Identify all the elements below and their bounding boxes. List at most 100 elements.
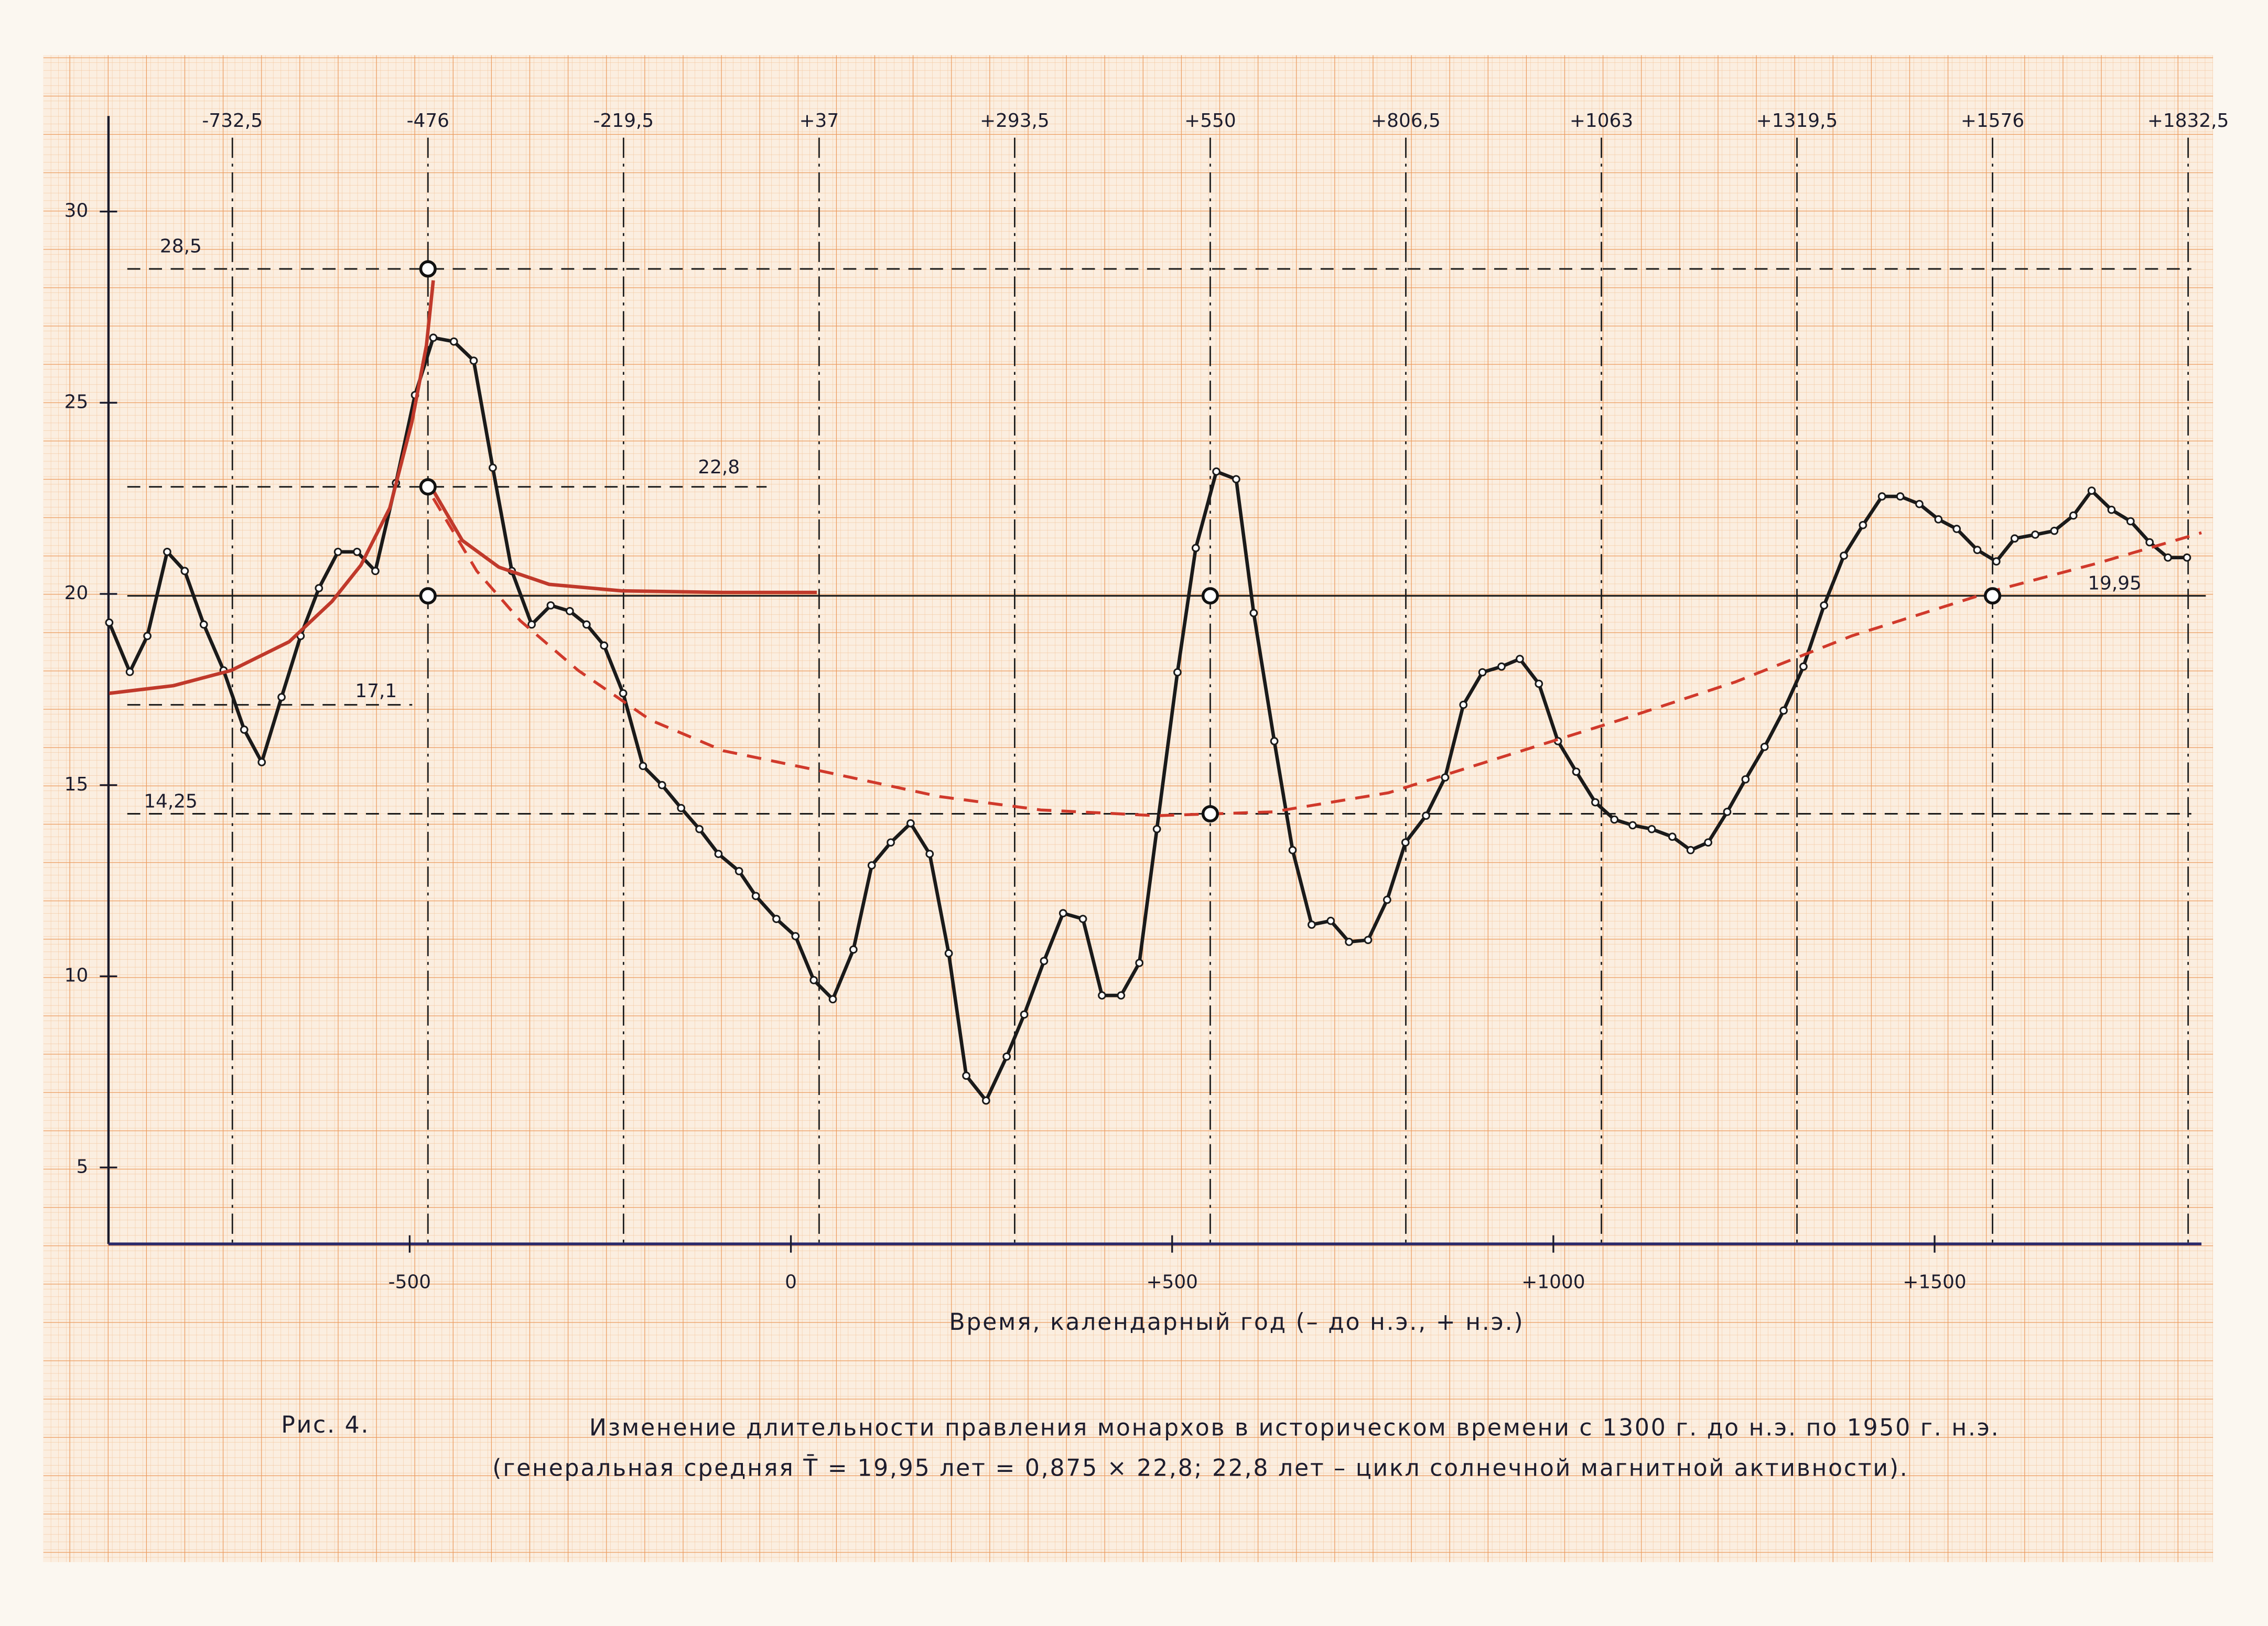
point (1002, 1052, 1011, 1061)
point (1572, 767, 1581, 776)
point (277, 693, 286, 701)
y-tick-label: 15 (64, 774, 89, 795)
point (1040, 957, 1049, 966)
point (1799, 662, 1808, 671)
x-tick-label: +1500 (1903, 1272, 1966, 1293)
point (1877, 492, 1886, 501)
x-tick-label: +500 (1146, 1272, 1198, 1293)
point (1308, 920, 1316, 929)
point (565, 607, 574, 615)
point (1288, 845, 1297, 854)
x2-tick-label: +1832,5 (2147, 110, 2229, 132)
point (1723, 807, 1732, 816)
point (1020, 1010, 1029, 1019)
point (1840, 551, 1848, 560)
point (1078, 915, 1087, 923)
x2-tick-label: -732,5 (202, 110, 263, 132)
reference-label: 28,5 (160, 236, 202, 257)
x2-tick-label: +1319,5 (1756, 110, 1838, 132)
point (143, 632, 152, 641)
point (1249, 609, 1258, 617)
point (582, 620, 591, 629)
x2-tick-label: -219,5 (593, 110, 654, 132)
point (1212, 467, 1221, 476)
point (1760, 742, 1769, 751)
point (527, 620, 536, 629)
point (1098, 991, 1106, 1000)
point (962, 1071, 970, 1080)
point (469, 356, 478, 365)
x-tick-label: 0 (785, 1272, 797, 1293)
point (1173, 668, 1182, 677)
point (2107, 505, 2116, 514)
y-tick-label: 20 (64, 582, 89, 604)
point (1704, 838, 1712, 847)
x2-tick-label: -476 (407, 110, 449, 132)
point (751, 892, 760, 901)
point (791, 932, 800, 940)
point (772, 915, 781, 923)
key-point (419, 587, 437, 605)
x2-tick-label: +806,5 (1371, 110, 1441, 132)
reference-label: 19,95 (2088, 573, 2142, 594)
point (1459, 700, 1468, 709)
point (546, 601, 555, 610)
point (1422, 811, 1430, 820)
plot: 5 10 15 20 25 30 -500 0 +500 +1000 +1500 -732,5 -476… (64, 110, 2229, 1293)
point (1478, 668, 1487, 677)
point (1117, 991, 1126, 1000)
point (2164, 553, 2172, 562)
caption-label: Рис. 4. (281, 1412, 370, 1438)
point (867, 861, 876, 870)
x-tick-label: -500 (388, 1272, 431, 1293)
point (105, 618, 114, 627)
y-tick-label: 25 (64, 391, 89, 413)
point (1973, 546, 1982, 555)
point (1820, 601, 1829, 610)
point (1326, 916, 1335, 925)
point (2145, 538, 2154, 547)
y-tick-label: 10 (64, 965, 89, 987)
point (429, 333, 438, 342)
series-line (431, 490, 817, 594)
point (1779, 706, 1788, 715)
point (600, 641, 609, 650)
graph-paper-major (43, 55, 2213, 1563)
series-line (107, 335, 2187, 1102)
point (849, 945, 858, 954)
point (906, 819, 915, 828)
caption-line: (генеральная средняя T̄ = 19,95 лет = 0,… (492, 1454, 1908, 1482)
point (2126, 517, 2135, 526)
point (828, 995, 837, 1004)
point (1668, 832, 1677, 841)
point (2069, 511, 2078, 520)
point (944, 949, 953, 958)
point (887, 838, 895, 847)
point (925, 850, 934, 858)
point (619, 689, 628, 698)
series-line (109, 280, 435, 695)
x2-tick-label: +1063 (1570, 110, 1633, 132)
point (1516, 655, 1524, 663)
point (1135, 959, 1144, 967)
point (809, 975, 818, 984)
x2-tick-label: +293,5 (980, 110, 1050, 132)
x2-tick-label: +1576 (1961, 110, 2024, 132)
point (199, 620, 208, 629)
key-point (1201, 805, 1219, 823)
x2-tick-label: +550 (1184, 110, 1236, 132)
point (639, 762, 647, 771)
point (315, 584, 323, 592)
point (1345, 938, 1353, 946)
y-tick-label: 30 (64, 200, 89, 222)
point (1497, 662, 1506, 671)
point (1383, 895, 1391, 904)
point (2087, 486, 2096, 495)
point (353, 547, 361, 556)
point (1992, 557, 2001, 566)
point (2010, 534, 2019, 543)
point (657, 781, 666, 789)
point (1591, 798, 1600, 807)
point (2183, 553, 2191, 562)
